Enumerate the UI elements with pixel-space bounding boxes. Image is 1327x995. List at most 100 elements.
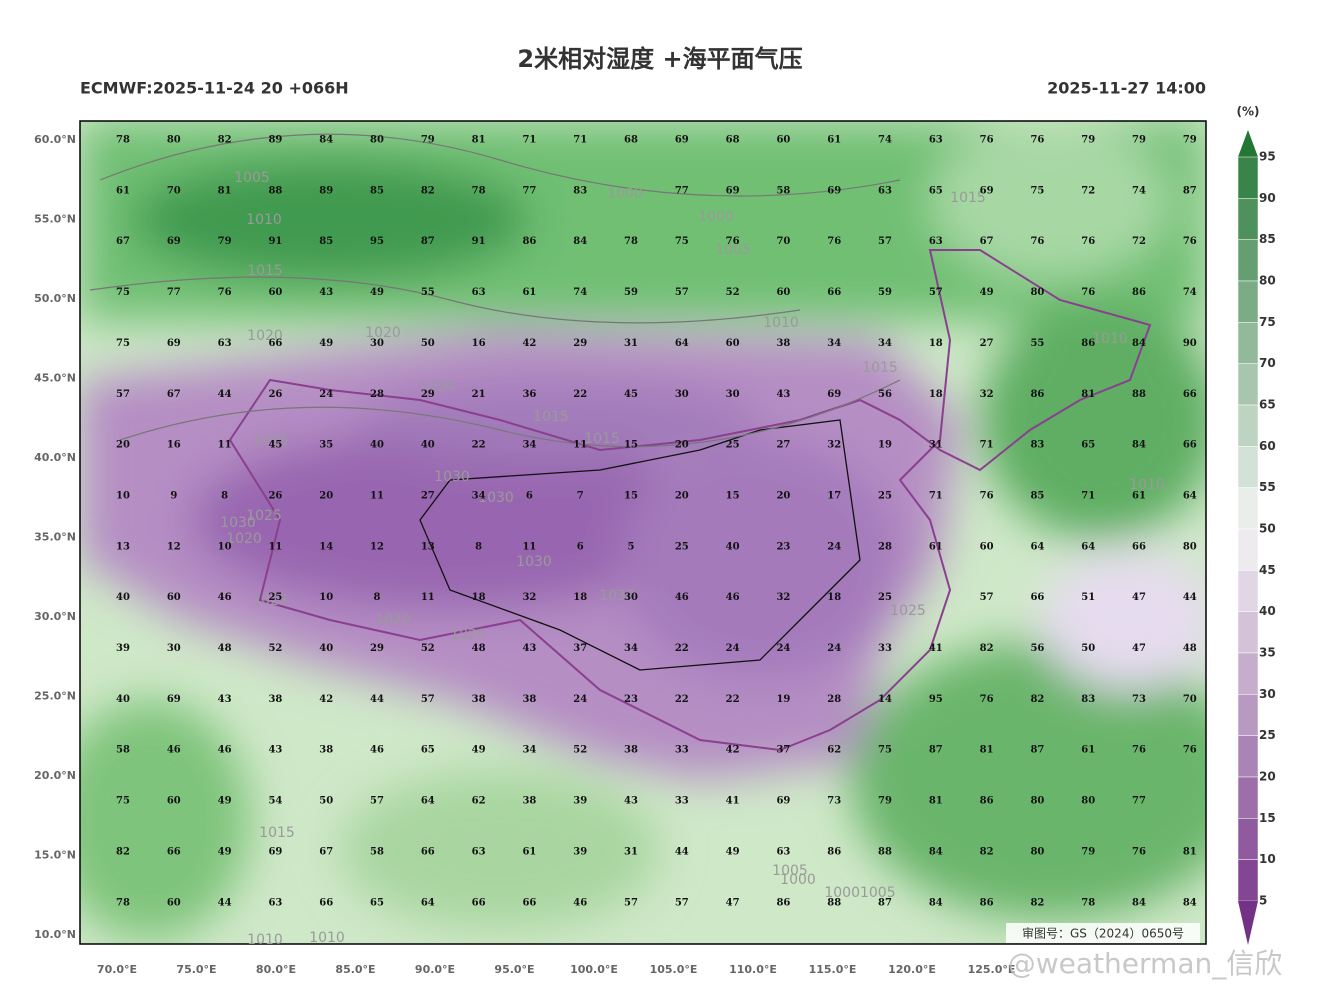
rh-value: 68: [726, 135, 740, 146]
rh-value: 44: [675, 846, 689, 857]
rh-value: 84: [1132, 440, 1146, 451]
colorbar-label: 90: [1259, 191, 1276, 205]
rh-value: 25: [726, 440, 740, 451]
rh-value: 46: [675, 592, 689, 603]
rh-value: 57: [878, 236, 892, 247]
rh-value: 64: [1183, 490, 1197, 501]
isobar-label: 1010: [309, 930, 345, 946]
rh-value: 80: [1081, 796, 1095, 807]
rh-value: 25: [268, 592, 282, 603]
rh-value: 6: [526, 490, 533, 501]
rh-value: 77: [167, 287, 181, 298]
rh-value: 44: [1183, 592, 1197, 603]
rh-value: 69: [980, 185, 994, 196]
rh-value: 25: [878, 592, 892, 603]
rh-value: 66: [827, 287, 841, 298]
rh-value: 85: [319, 236, 333, 247]
isobar-label: 1015: [950, 190, 986, 206]
rh-value: 22: [726, 694, 740, 705]
rh-value: 57: [370, 796, 384, 807]
rh-value: 76: [1183, 745, 1197, 756]
isobar-label: 1020: [365, 325, 401, 341]
rh-value: 21: [472, 389, 486, 400]
rh-value: 61: [522, 846, 536, 857]
rh-value: 80: [1030, 287, 1044, 298]
rh-value: 16: [167, 440, 181, 451]
isobar-label: 1000: [698, 209, 734, 225]
isobar-label: 1025: [252, 593, 288, 609]
rh-value: 52: [573, 745, 587, 756]
rh-value: 44: [370, 694, 384, 705]
rh-value: 18: [929, 389, 943, 400]
rh-value: 71: [573, 135, 587, 146]
isobar-label: 1005: [715, 242, 751, 258]
lat-label: 35.0°N: [34, 531, 76, 544]
rh-value: 20: [776, 490, 790, 501]
rh-value: 76: [218, 287, 232, 298]
rh-value: 74: [1183, 287, 1197, 298]
rh-value: 46: [167, 745, 181, 756]
rh-value: 34: [624, 643, 638, 654]
rh-value: 82: [980, 846, 994, 857]
rh-value: 23: [624, 694, 638, 705]
isobar-label: 1000: [780, 872, 816, 888]
rh-value: 49: [370, 287, 384, 298]
rh-value: 82: [1030, 897, 1044, 908]
rh-value: 33: [675, 745, 689, 756]
colorbar-segment: [1237, 570, 1259, 612]
rh-value: 67: [116, 236, 130, 247]
isobar-label: 1030: [599, 588, 635, 604]
colorbar-label: 60: [1259, 439, 1276, 453]
lon-label: 80.0°E: [256, 963, 296, 976]
rh-value: 24: [776, 643, 790, 654]
rh-value: 76: [827, 236, 841, 247]
colorbar-unit: (%): [1237, 105, 1260, 119]
rh-value: 76: [1132, 846, 1146, 857]
rh-value: 46: [218, 745, 232, 756]
rh-value: 20: [675, 440, 689, 451]
colorbar-segment: [1237, 198, 1259, 240]
rh-value: 64: [1030, 541, 1044, 552]
rh-value: 79: [218, 236, 232, 247]
rh-value: 82: [980, 643, 994, 654]
rh-value: 10: [218, 541, 232, 552]
rh-value: 54: [268, 796, 282, 807]
rh-value: 70: [776, 236, 790, 247]
rh-value: 87: [1183, 185, 1197, 196]
rh-value: 78: [116, 897, 130, 908]
rh-value: 82: [1030, 694, 1044, 705]
rh-value: 86: [1081, 338, 1095, 349]
rh-value: 50: [421, 338, 435, 349]
rh-value: 82: [421, 185, 435, 196]
rh-value: 31: [624, 846, 638, 857]
rh-value: 91: [268, 236, 282, 247]
rh-value: 65: [421, 745, 435, 756]
colorbar-label: 85: [1259, 232, 1276, 246]
rh-value: 39: [573, 796, 587, 807]
isobar-label: 1020: [419, 379, 455, 395]
isobar-label: 1020: [375, 612, 411, 628]
rh-value: 60: [776, 287, 790, 298]
rh-value: 15: [726, 490, 740, 501]
rh-value: 71: [1081, 490, 1095, 501]
rh-value: 48: [1183, 643, 1197, 654]
rh-value: 47: [726, 897, 740, 908]
rh-value: 39: [116, 643, 130, 654]
rh-value: 75: [675, 236, 689, 247]
rh-value: 6: [577, 541, 584, 552]
rh-value: 55: [421, 287, 435, 298]
rh-value: 79: [1183, 135, 1197, 146]
rh-value: 59: [624, 287, 638, 298]
rh-value: 47: [1132, 592, 1146, 603]
rh-value: 38: [624, 745, 638, 756]
rh-value: 80: [1030, 796, 1044, 807]
map-field: [80, 121, 1206, 944]
rh-value: 56: [1030, 643, 1044, 654]
rh-value: 32: [522, 592, 536, 603]
rh-value: 76: [726, 236, 740, 247]
rh-value: 28: [370, 389, 384, 400]
colorbar-top: [1238, 130, 1258, 157]
rh-value: 49: [726, 846, 740, 857]
rh-value: 60: [980, 541, 994, 552]
lon-label: 70.0°E: [97, 963, 137, 976]
